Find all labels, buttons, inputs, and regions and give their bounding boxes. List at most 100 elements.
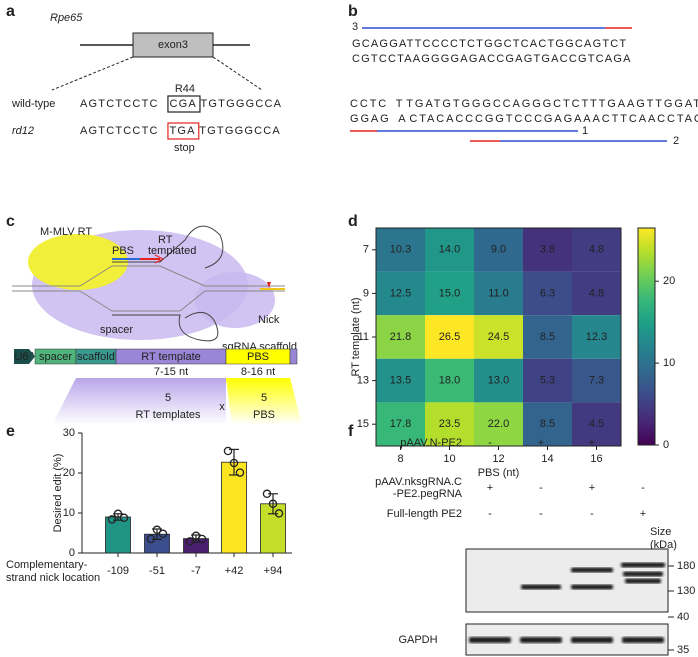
x-axis-label: PBS (nt) bbox=[478, 467, 520, 479]
y-tick-label: 30 bbox=[63, 427, 75, 439]
size-label: Size bbox=[650, 526, 671, 538]
marker-label: 35 bbox=[677, 644, 689, 656]
colorbar bbox=[637, 227, 656, 446]
heatmap-cell bbox=[474, 402, 523, 446]
cell-label: 11.0 bbox=[488, 287, 509, 299]
colorbar-tick-label: 20 bbox=[663, 275, 675, 287]
cell-label: 17.8 bbox=[390, 418, 411, 430]
y-tick-label: 7 bbox=[363, 244, 369, 256]
rt-arrow bbox=[154, 254, 165, 264]
schematic-label: spacer bbox=[100, 324, 133, 336]
sequence: TGTGGGCCA bbox=[200, 98, 282, 110]
panel-label: d bbox=[348, 213, 358, 230]
y-tick-label: 10 bbox=[63, 507, 75, 519]
band bbox=[571, 637, 613, 643]
cell-label: 3.8 bbox=[540, 244, 555, 256]
segment-label: RT template bbox=[141, 351, 201, 363]
nick-mark bbox=[267, 282, 271, 288]
codon-box bbox=[167, 95, 201, 113]
lane-sign: - bbox=[641, 482, 645, 494]
data-point bbox=[146, 534, 156, 544]
sequence: AGTCTCCTC bbox=[80, 125, 159, 137]
guide-label: 1 bbox=[582, 125, 588, 137]
schematic-label: RT bbox=[158, 234, 173, 246]
cell-label: 4.8 bbox=[589, 244, 604, 256]
sequence: CGTCCTAAGGGGAGACCGAGTGACCGTCAGA bbox=[352, 53, 632, 65]
x-tick-label: +42 bbox=[225, 565, 244, 577]
lane-sign: - bbox=[539, 508, 543, 520]
cell-label: 5.3 bbox=[540, 375, 555, 387]
band bbox=[621, 562, 665, 568]
heatmap-cell bbox=[425, 271, 474, 316]
data-point bbox=[197, 534, 207, 544]
prime-editor-schematic bbox=[12, 225, 302, 425]
y-tick-label: 9 bbox=[363, 287, 369, 299]
y-axis-label: Desired edit (%) bbox=[52, 454, 64, 533]
y-tick-label: 0 bbox=[69, 547, 75, 559]
row-label: wild-type bbox=[11, 98, 55, 110]
heatmap-cell bbox=[425, 358, 474, 403]
heatmap-cell bbox=[572, 358, 621, 403]
lane-sign: - bbox=[488, 508, 492, 520]
data-point bbox=[107, 515, 117, 524]
schematic-label: Nick bbox=[258, 314, 280, 326]
schematic-label: M-MLV RT bbox=[40, 226, 92, 238]
cell-label: 9.0 bbox=[491, 244, 506, 256]
sequence: TGATGTGGGCCAGGGCTCTTTGAAGTTGGATCTG bbox=[406, 98, 698, 110]
colorbar-tick-label: 0 bbox=[663, 439, 669, 451]
exon-box bbox=[132, 32, 214, 58]
lane-sign: + bbox=[589, 437, 595, 449]
residue-label: R44 bbox=[175, 83, 195, 95]
heatmap-cell bbox=[523, 228, 572, 272]
heatmap-cell bbox=[425, 315, 474, 359]
segment-label: spacer bbox=[39, 351, 72, 363]
range-label: 8-16 nt bbox=[241, 366, 275, 378]
cell-label: 8.5 bbox=[540, 331, 555, 343]
cell-label: 10.3 bbox=[390, 244, 411, 256]
marker-label: 180 bbox=[677, 560, 695, 572]
band bbox=[625, 578, 661, 584]
count-label: PBS bbox=[253, 409, 275, 421]
data-point bbox=[152, 525, 162, 535]
guide-label: 2 bbox=[673, 135, 679, 147]
data-point bbox=[268, 499, 278, 509]
cell-label: 22.0 bbox=[488, 418, 509, 430]
x-tick-label: 14 bbox=[541, 453, 553, 465]
lane-sign: - bbox=[539, 482, 543, 494]
cell-label: 8.5 bbox=[540, 418, 555, 430]
data-point bbox=[223, 446, 233, 456]
promoter-arrow bbox=[14, 349, 35, 364]
rt-shape bbox=[28, 234, 128, 290]
band bbox=[571, 584, 613, 590]
lane-sign: - bbox=[488, 437, 492, 449]
data-point bbox=[274, 509, 284, 518]
zoom-line bbox=[212, 56, 263, 91]
heatmap-cell bbox=[425, 228, 474, 272]
codon-box bbox=[167, 122, 200, 140]
cell-label: 24.5 bbox=[488, 331, 509, 343]
y-tick-label: 11 bbox=[358, 331, 369, 343]
x-tick-label: +94 bbox=[264, 565, 283, 577]
data-point bbox=[119, 513, 129, 523]
data-point bbox=[262, 489, 272, 499]
row-label: rd12 bbox=[12, 125, 34, 137]
data-point bbox=[185, 537, 195, 546]
cell-label: 7.3 bbox=[589, 375, 604, 387]
data-point bbox=[235, 468, 245, 477]
x-tick-label: 8 bbox=[397, 453, 403, 465]
cell-label: 18.0 bbox=[439, 375, 460, 387]
cell-label: 21.8 bbox=[390, 331, 411, 343]
row-label: Full-length PE2 bbox=[387, 508, 462, 520]
lane-sign: + bbox=[538, 437, 544, 449]
heatmap-cell bbox=[572, 315, 621, 359]
schematic-label: PBS bbox=[112, 245, 134, 257]
lane-sign: + bbox=[589, 482, 595, 494]
x-tick-label: -7 bbox=[191, 565, 201, 577]
gene-diagram bbox=[51, 32, 263, 91]
lane-sign: + bbox=[487, 482, 493, 494]
dna bbox=[12, 265, 285, 312]
y-axis-label: RT template (nt) bbox=[350, 297, 362, 376]
x-axis-label: strand nick location bbox=[6, 572, 100, 584]
panel-label: c bbox=[6, 213, 15, 230]
